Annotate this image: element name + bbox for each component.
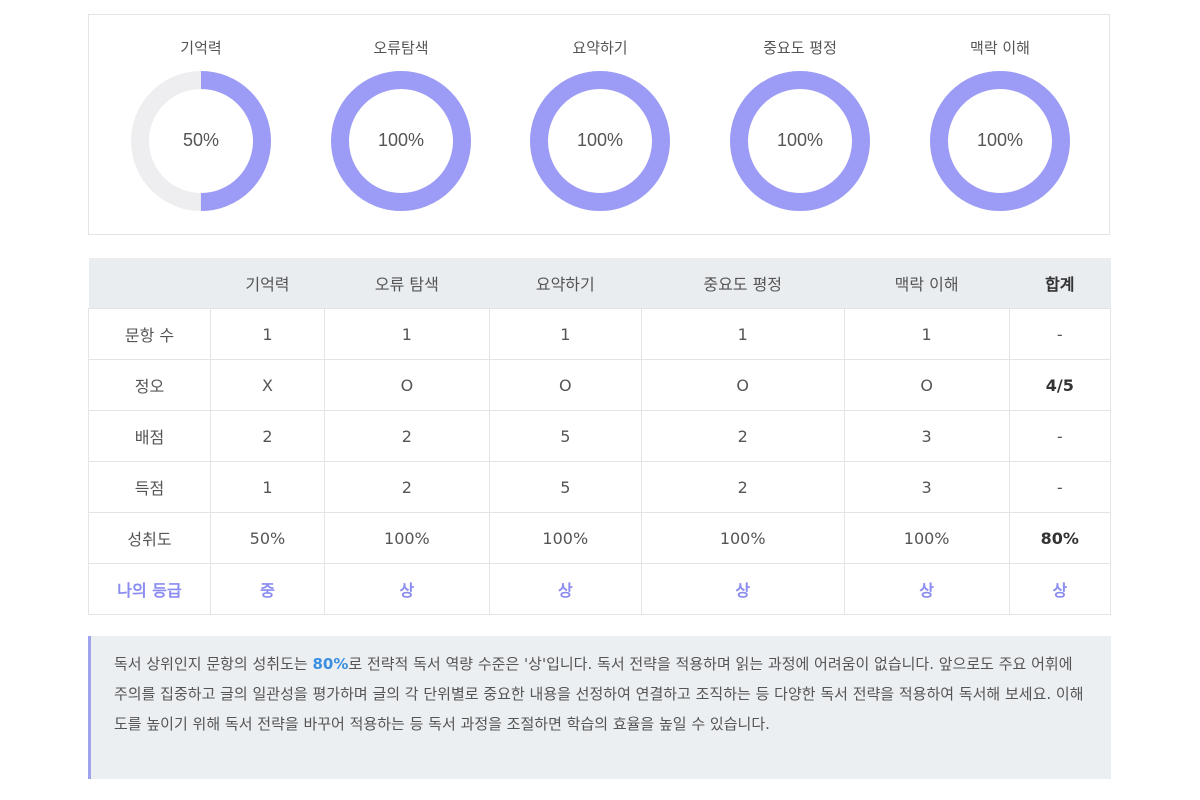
table-cell: 100% bbox=[641, 512, 845, 564]
table-cell: 2 bbox=[641, 410, 845, 462]
table-cell-total: - bbox=[1009, 308, 1112, 360]
table-cell: 3 bbox=[844, 410, 1010, 462]
donut-percent: 100% bbox=[576, 130, 624, 150]
donut-label: 중요도 평정 bbox=[763, 39, 837, 57]
donut-ring bbox=[131, 71, 271, 211]
grade-cell: 상 bbox=[324, 563, 490, 615]
table-cell: 1 bbox=[210, 308, 325, 360]
grade-cell: 상 bbox=[489, 563, 642, 615]
row-label: 배점 bbox=[88, 410, 211, 462]
table-cell: O bbox=[489, 359, 642, 411]
ring-fill bbox=[331, 71, 471, 211]
summary-box: 독서 상위인지 문항의 성취도는 80%로 전략적 독서 역량 수준은 '상'입… bbox=[88, 636, 1111, 779]
table-cell: 50% bbox=[210, 512, 325, 564]
table-row: 문항 수 1 1 1 1 1 - bbox=[88, 308, 1112, 360]
results-table: 기억력 오류 탐색 요약하기 중요도 평정 맥락 이해 합계 문항 수 1 1 … bbox=[88, 258, 1112, 615]
table-cell: 1 bbox=[210, 461, 325, 513]
header-cell: 중요도 평정 bbox=[641, 258, 845, 309]
table-cell: 1 bbox=[489, 308, 642, 360]
summary-text-before: 독서 상위인지 문항의 성취도는 bbox=[114, 655, 313, 673]
row-label: 정오 bbox=[88, 359, 211, 411]
header-cell-total: 합계 bbox=[1009, 258, 1111, 309]
table-cell: O bbox=[641, 359, 845, 411]
table-cell-total: 4/5 bbox=[1009, 359, 1112, 411]
table-cell: X bbox=[210, 359, 325, 411]
table-row: 성취도 50% 100% 100% 100% 100% 80% bbox=[88, 512, 1112, 564]
table-row: 정오 X O O O O 4/5 bbox=[88, 359, 1112, 411]
table-cell: O bbox=[844, 359, 1010, 411]
row-label: 성취도 bbox=[88, 512, 211, 564]
donut-label: 오류탐색 bbox=[373, 39, 429, 57]
table-cell: 100% bbox=[844, 512, 1010, 564]
table-cell: O bbox=[324, 359, 490, 411]
table-cell: 100% bbox=[324, 512, 490, 564]
ring-fill bbox=[131, 71, 271, 211]
donut-memory: 기억력 50% bbox=[101, 15, 301, 236]
table-cell: 5 bbox=[489, 410, 642, 462]
donut-error-search: 오류탐색 100% bbox=[301, 15, 501, 236]
donut-percent: 50% bbox=[182, 130, 220, 150]
header-cell: 오류 탐색 bbox=[324, 258, 490, 309]
grade-cell: 상 bbox=[844, 563, 1010, 615]
table-cell: 3 bbox=[844, 461, 1010, 513]
grade-cell: 상 bbox=[641, 563, 845, 615]
donut-percent: 100% bbox=[377, 130, 425, 150]
donut-label: 기억력 bbox=[180, 39, 222, 57]
row-label: 나의 등급 bbox=[88, 563, 211, 615]
table-row: 배점 2 2 5 2 3 - bbox=[88, 410, 1112, 462]
donut-percent: 100% bbox=[976, 130, 1024, 150]
donut-ring bbox=[331, 71, 471, 211]
row-label: 득점 bbox=[88, 461, 211, 513]
donut-label: 맥락 이해 bbox=[970, 39, 1030, 57]
donut-context: 맥락 이해 100% bbox=[900, 15, 1100, 236]
table-row: 득점 1 2 5 2 3 - bbox=[88, 461, 1112, 513]
donut-importance: 중요도 평정 100% bbox=[700, 15, 900, 236]
table-cell: 5 bbox=[489, 461, 642, 513]
donut-ring bbox=[930, 71, 1070, 211]
ring-fill bbox=[730, 71, 870, 211]
header-cell: 기억력 bbox=[210, 258, 325, 309]
table-cell: 2 bbox=[324, 461, 490, 513]
table-cell-total: 80% bbox=[1009, 512, 1112, 564]
ring-fill bbox=[530, 71, 670, 211]
donut-label: 요약하기 bbox=[572, 39, 628, 57]
table-cell: 100% bbox=[489, 512, 642, 564]
table-cell: 2 bbox=[324, 410, 490, 462]
grade-cell-total: 상 bbox=[1009, 563, 1112, 615]
achievement-donut-panel: 기억력 50% 오류탐색 100% 요약하기 100% 중요도 평정 bbox=[88, 14, 1110, 235]
table-cell-total: - bbox=[1009, 461, 1112, 513]
donut-ring bbox=[530, 71, 670, 211]
row-label: 문항 수 bbox=[88, 308, 211, 360]
table-cell: 1 bbox=[844, 308, 1010, 360]
ring-fill bbox=[930, 71, 1070, 211]
table-cell-total: - bbox=[1009, 410, 1112, 462]
table-header-row: 기억력 오류 탐색 요약하기 중요도 평정 맥락 이해 합계 bbox=[88, 258, 1111, 309]
summary-text-after: 로 전략적 독서 역량 수준은 '상'입니다. 독서 전략을 적용하며 읽는 과… bbox=[114, 655, 1084, 733]
table-cell: 1 bbox=[324, 308, 490, 360]
header-cell: 요약하기 bbox=[489, 258, 642, 309]
summary-highlight: 80% bbox=[312, 655, 349, 673]
table-row-grade: 나의 등급 중 상 상 상 상 상 bbox=[88, 563, 1112, 615]
table-cell: 2 bbox=[641, 461, 845, 513]
donut-ring bbox=[730, 71, 870, 211]
donut-summarize: 요약하기 100% bbox=[500, 15, 700, 236]
table-cell: 1 bbox=[641, 308, 845, 360]
grade-cell: 중 bbox=[210, 563, 325, 615]
header-cell-empty bbox=[88, 258, 211, 309]
donut-percent: 100% bbox=[776, 130, 824, 150]
table-cell: 2 bbox=[210, 410, 325, 462]
header-cell: 맥락 이해 bbox=[844, 258, 1010, 309]
